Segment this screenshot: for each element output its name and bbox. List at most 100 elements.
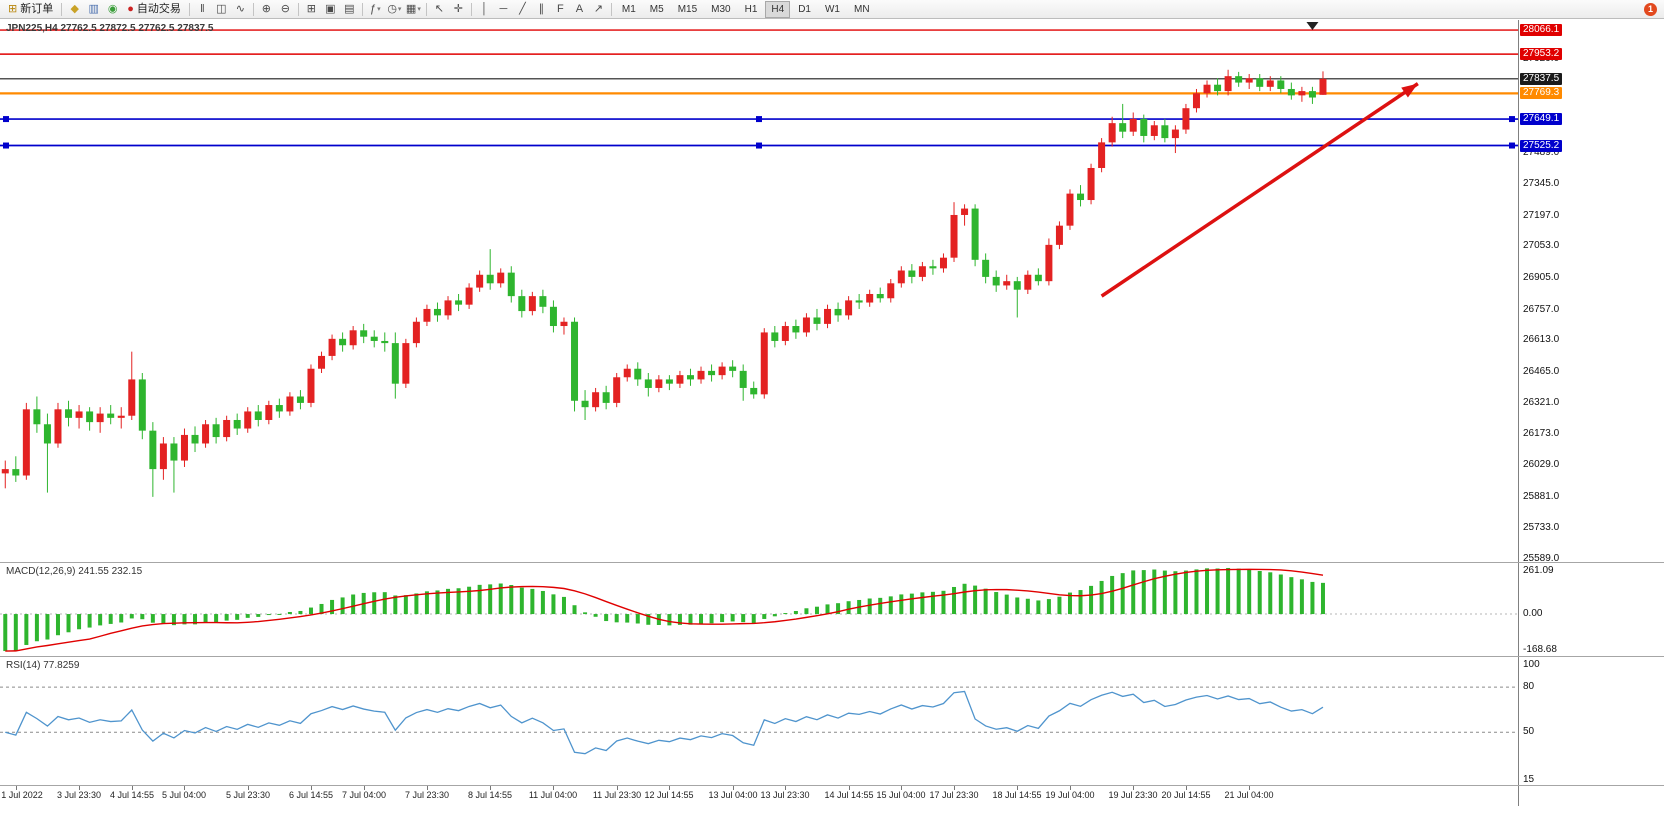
zoom-out-icon[interactable]: ⊖ <box>276 1 295 18</box>
navigator-icon[interactable]: ◉ <box>103 1 122 18</box>
indicators-list-icon-glyph: ▣ <box>325 2 336 15</box>
candle-body <box>433 308 441 316</box>
autotrading-button[interactable]: ● 自动交易 <box>122 1 186 18</box>
trend-arrow-line[interactable] <box>1100 82 1419 298</box>
macd-histogram-bar <box>888 596 893 615</box>
periods-icon[interactable]: ◷ ▾ <box>385 1 404 18</box>
macd-histogram-bar <box>55 614 60 636</box>
candlestick-type-icon[interactable]: ◫ <box>212 1 231 18</box>
candle-body <box>465 287 473 305</box>
candle-body <box>1087 167 1095 201</box>
macd-panel-canvas[interactable] <box>0 563 1518 656</box>
candle-body <box>1098 142 1106 168</box>
macd-histogram-bar <box>572 605 577 615</box>
time-axis-separator <box>0 785 1664 786</box>
candle-body <box>159 443 167 470</box>
crosshair-icon[interactable]: ✛ <box>449 1 468 18</box>
line-handle[interactable] <box>3 116 9 123</box>
indicators-list-icon[interactable]: ▣ <box>321 1 340 18</box>
candle-body <box>444 300 452 316</box>
candle-body <box>876 293 884 299</box>
candle-body <box>549 306 557 327</box>
templates-icon-glyph: ▦ <box>405 2 417 15</box>
vertical-line-icon[interactable]: │ <box>475 1 494 18</box>
line-handle[interactable] <box>3 142 9 149</box>
timeframe-m5-button[interactable]: M5 <box>649 3 664 15</box>
dropdown-arrow-icon: ▾ <box>417 6 421 13</box>
price-tick-label: 26613.0 <box>1523 334 1560 345</box>
indicators-icon[interactable]: ƒ ▾ <box>366 1 385 18</box>
time-tick <box>1017 786 1018 790</box>
bar-chart-type-icon[interactable]: ‖ <box>193 1 212 18</box>
line-handle[interactable] <box>756 142 762 149</box>
price-tick-label: 25589.0 <box>1523 553 1560 564</box>
macd-histogram-bar <box>13 614 18 651</box>
text-label-icon[interactable]: A <box>570 1 589 18</box>
objects-list-icon[interactable]: ▤ <box>340 1 359 18</box>
candle-body <box>191 434 199 444</box>
time-label: 11 Jul 04:00 <box>528 790 578 800</box>
depth-of-market-icon[interactable]: ◆ <box>65 1 84 18</box>
line-handle[interactable] <box>756 116 762 123</box>
new-order-button[interactable]: ⊞ 新订单 <box>3 1 58 18</box>
macd-histogram-bar <box>456 588 461 615</box>
trendline-icon[interactable]: ╱ <box>513 1 532 18</box>
line-handle[interactable] <box>1509 142 1515 149</box>
candle-body <box>265 405 273 420</box>
macd-histogram-bar <box>540 590 545 615</box>
horizontal-line-icon[interactable]: ─ <box>494 1 513 18</box>
rsi-level-label-50: 50 <box>1523 726 1535 737</box>
macd-histogram-bar <box>814 606 819 615</box>
timeframe-m1-button[interactable]: M1 <box>621 3 636 15</box>
line-chart-type-icon[interactable]: ∿ <box>231 1 250 18</box>
time-axis[interactable]: 1 Jul 2022 3 Jul 23:30 4 Jul 14:55 5 Jul 04… <box>0 786 1518 806</box>
price-tick-label: 27197.0 <box>1523 210 1560 221</box>
macd-histogram-bar <box>1183 570 1188 615</box>
toolbar-separator <box>470 2 472 16</box>
toolbar-separator <box>61 2 63 16</box>
trend-arrow-head[interactable] <box>1401 83 1418 98</box>
timeframe-m15-button[interactable]: M15 <box>677 3 698 15</box>
arrows-tool-icon[interactable]: ↗ <box>589 1 608 18</box>
macd-histogram-bar <box>867 598 872 615</box>
macd-histogram-bar <box>245 614 250 618</box>
tile-windows-icon[interactable]: ⊞ <box>302 1 321 18</box>
fibonacci-icon[interactable]: F <box>551 1 570 18</box>
timeframe-h1-button[interactable]: H1 <box>744 3 758 15</box>
timeframe-w1-button[interactable]: W1 <box>824 3 840 15</box>
rsi-panel-separator[interactable] <box>0 656 1664 657</box>
time-tick <box>1186 786 1187 790</box>
timeframe-m30-button[interactable]: M30 <box>711 3 731 15</box>
top-toolbar: ⊞ 新订单 ◆ ▥ ◉ ● 自动交易 ‖ ◫ ∿ ⊕ ⊖ ⊞ ▣ ▤ ƒ ▾ ◷ ▾ ▦ ▾ ↖ ✛ │ ─ ╱ ∥ F A ↗ M1 M5 M… <box>0 0 1664 19</box>
cursor-icon[interactable]: ↖ <box>430 1 449 18</box>
zoom-in-icon[interactable]: ⊕ <box>257 1 276 18</box>
charts-grid-icon[interactable]: ▥ <box>84 1 103 18</box>
timeframe-h4-button[interactable]: H4 <box>765 0 791 18</box>
candle-body <box>623 368 631 378</box>
line-handle[interactable] <box>1509 116 1515 123</box>
time-tick <box>785 786 786 790</box>
notification-badge[interactable]: 1 <box>1644 2 1657 16</box>
macd-histogram-bar <box>393 595 398 615</box>
candle-body <box>1277 80 1285 89</box>
macd-panel-separator[interactable] <box>0 562 1664 563</box>
rsi-panel-canvas[interactable] <box>0 657 1518 785</box>
macd-histogram-bar <box>193 614 198 625</box>
macd-histogram-bar <box>952 586 957 615</box>
macd-histogram-bar <box>941 590 946 615</box>
main-chart-canvas[interactable] <box>0 20 1518 562</box>
price-axis[interactable]: 27929.027489.027345.027197.027053.026905… <box>1518 20 1664 806</box>
macd-indicator-label: MACD(12,26,9) 241.55 232.15 <box>6 566 143 577</box>
candle-body <box>1171 129 1179 139</box>
macd-histogram-bar <box>846 601 851 615</box>
candle-body <box>518 296 526 312</box>
timeframe-mn-button[interactable]: MN <box>853 3 870 15</box>
macd-histogram-bar <box>498 583 503 615</box>
templates-icon[interactable]: ▦ ▾ <box>404 1 423 18</box>
macd-histogram-bar <box>646 614 651 625</box>
timeframe-d1-button[interactable]: D1 <box>798 3 811 15</box>
candle-body <box>402 343 410 384</box>
toolbar-separator <box>252 2 254 16</box>
channel-icon[interactable]: ∥ <box>532 1 551 18</box>
trendline-icon-glyph: ╱ <box>519 2 526 15</box>
